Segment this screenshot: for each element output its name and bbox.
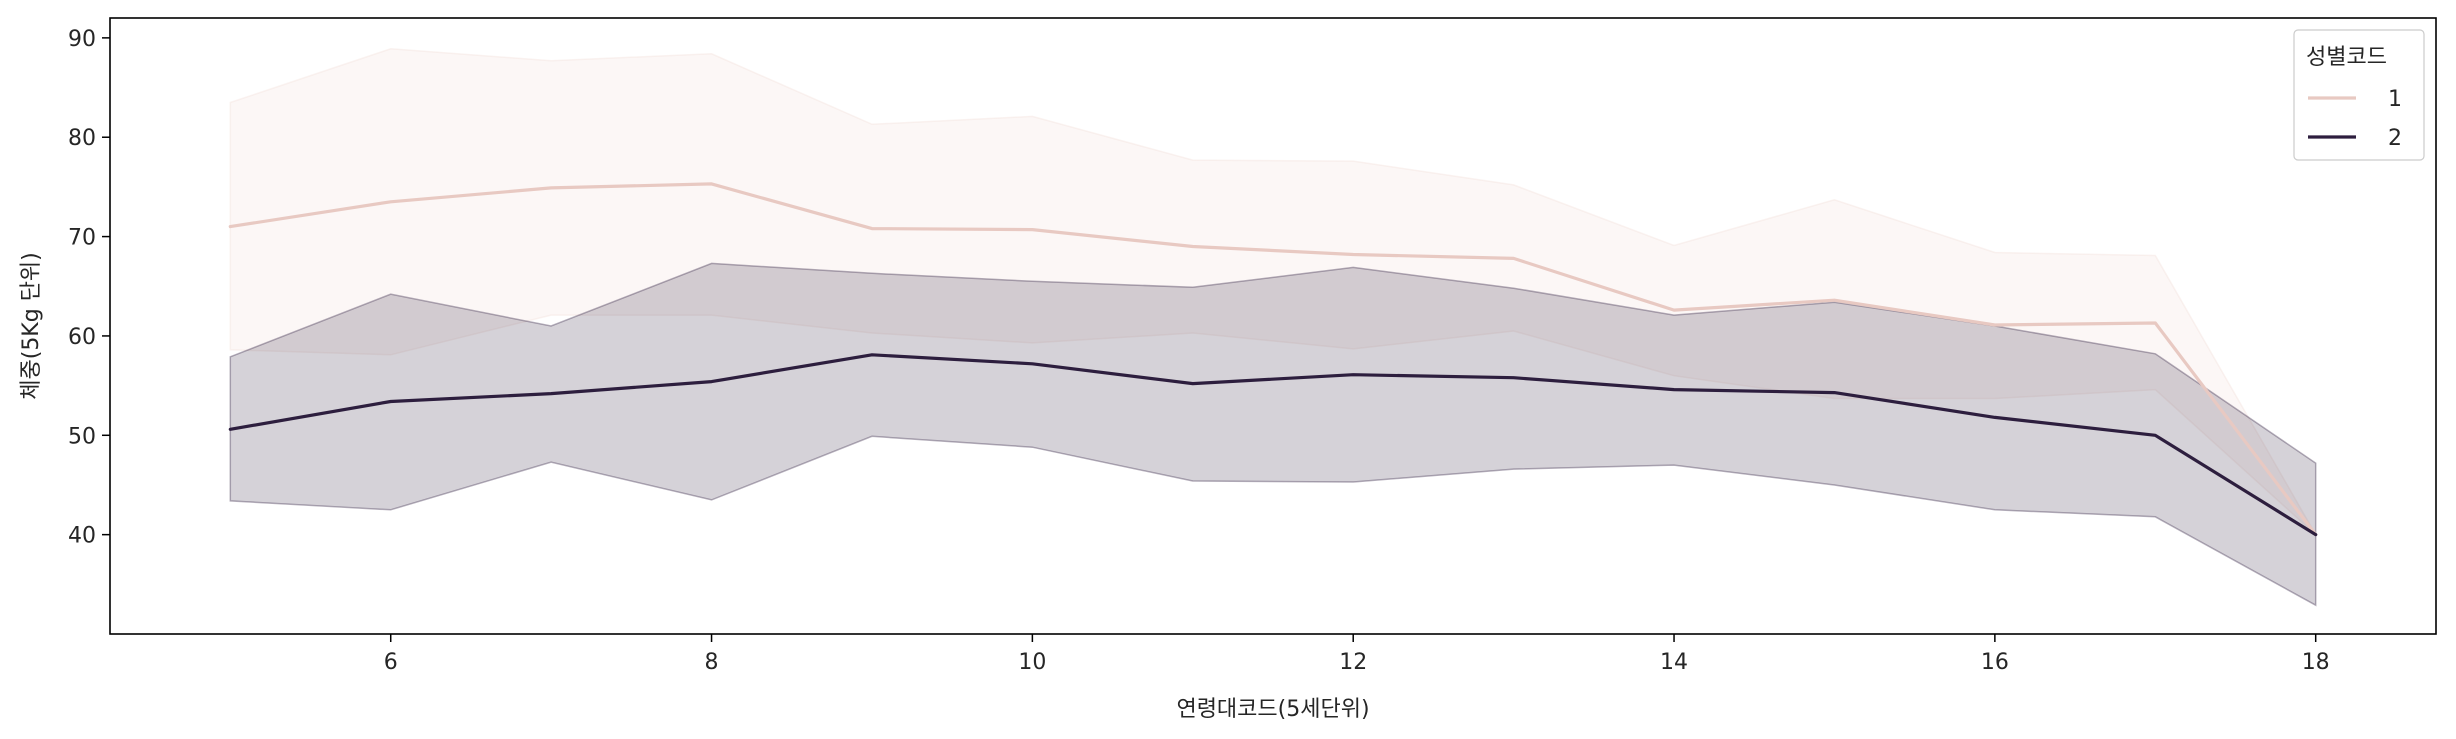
y-tick-label: 70 [68,226,96,251]
legend-title: 성별코드 [2306,45,2387,70]
legend-label-1: 1 [2388,87,2402,112]
series-1-line [228,182,2318,537]
x-tick-label: 6 [384,650,398,675]
y-tick-label: 80 [68,126,96,151]
y-tick-label: 60 [68,325,96,350]
x-tick-label: 8 [705,650,719,675]
y-axis-ticks: 40 50 60 70 80 90 [68,27,110,549]
y-axis-label: 체중(5Kg 단위) [19,252,44,400]
series-lines [228,182,2318,537]
x-axis-label: 연령대코드(5세단위) [1176,697,1369,722]
plot-frame [109,17,2437,635]
x-tick-label: 10 [1018,650,1046,675]
y-tick-label: 40 [68,524,96,549]
x-axis-ticks: 6 8 10 12 14 16 18 [384,634,2330,675]
x-tick-label: 16 [1981,650,2009,675]
series-2-band [229,262,2317,607]
legend-items: 12 [2308,87,2402,151]
x-tick-label: 12 [1339,650,1367,675]
series-1-band [229,48,2317,536]
x-tick-label: 14 [1660,650,1688,675]
legend-box [2293,29,2425,161]
y-tick-label: 90 [68,27,96,52]
legend-label-2: 2 [2388,126,2402,151]
y-tick-label: 50 [68,424,96,449]
legend: 성별코드 12 [2293,29,2425,161]
series-2-line [228,353,2318,537]
x-tick-label: 18 [2302,650,2330,675]
confidence-bands [229,48,2317,607]
